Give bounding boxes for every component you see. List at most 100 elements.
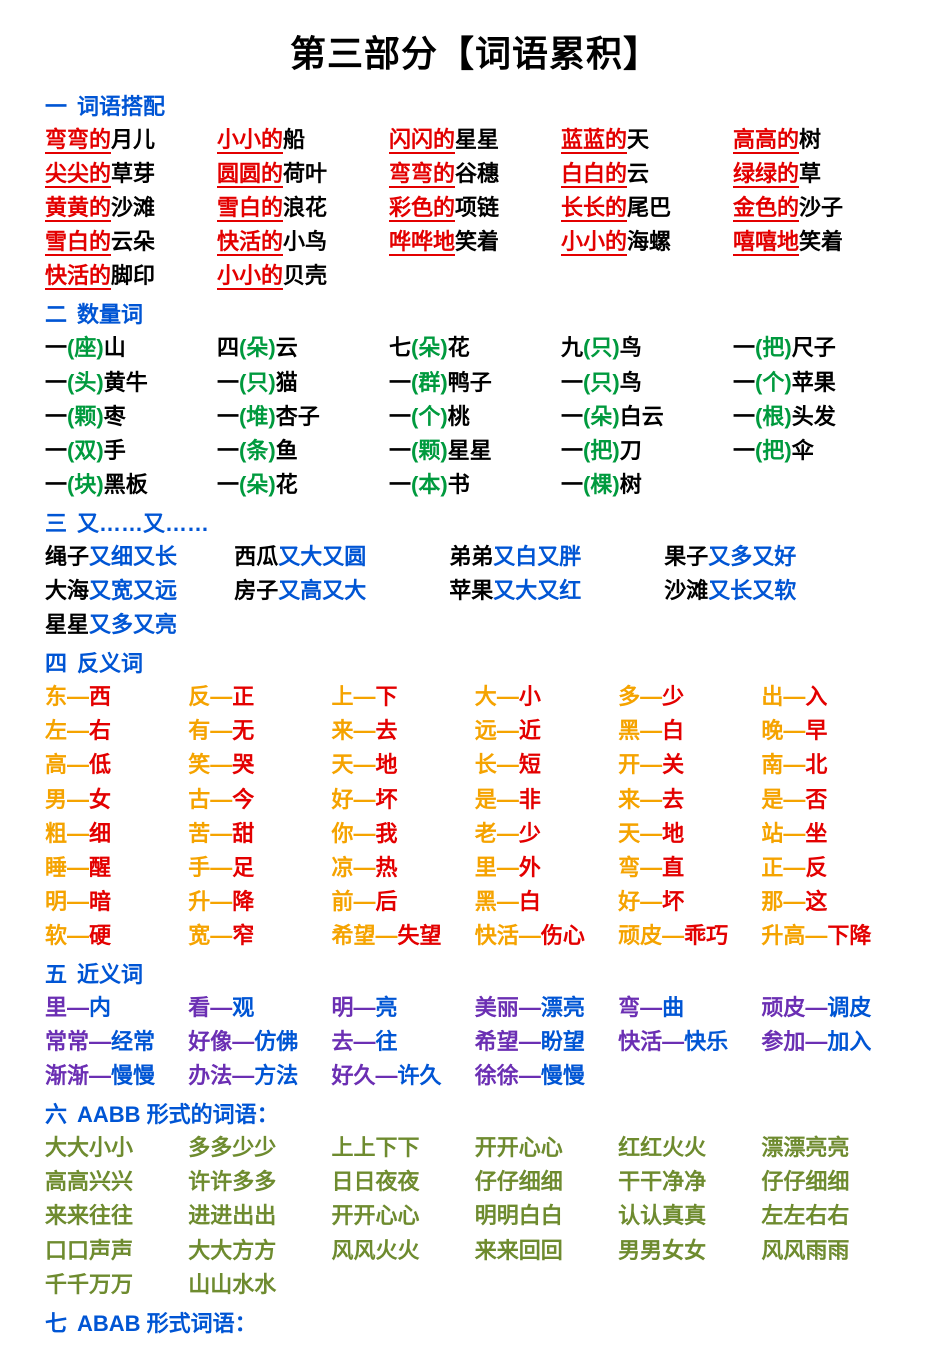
measure-noun: 鸭子 (448, 370, 492, 395)
aabb-cell: 高高兴兴 (45, 1165, 188, 1199)
synonym-cell: 弯—曲 (618, 991, 761, 1025)
measure-number: 一 (45, 335, 67, 360)
antonym-cell: 远—近 (475, 714, 618, 748)
synonym-a: 明 (332, 995, 354, 1020)
collocation-cell: 雪白的云朵 (45, 225, 217, 259)
dash: — (519, 995, 541, 1020)
dash: — (89, 1029, 111, 1054)
collocation-prefix: 蓝蓝的 (561, 127, 627, 154)
measure-word: 只 (246, 370, 268, 395)
section-5-body: 里—内看—观明—亮美丽—漂亮弯—曲顽皮—调皮常常—经常好像—仿佛去—往希望—盼望… (45, 991, 905, 1093)
measure-noun: 刀 (620, 438, 642, 463)
antonym-b: 降 (232, 889, 254, 914)
antonym-b: 甜 (232, 821, 254, 846)
synonym-a: 好久 (332, 1063, 376, 1088)
collocation-cell: 快活的小鸟 (217, 225, 389, 259)
antonym-cell: 好—坏 (618, 885, 761, 919)
collocation-suffix: 草芽 (111, 161, 155, 186)
antonym-cell: 前—后 (332, 885, 475, 919)
aabb-cell: 大大小小 (45, 1131, 188, 1165)
antonym-b: 热 (376, 855, 398, 880)
aabb-cell: 红红火火 (618, 1131, 761, 1165)
aabb-word: 山山水水 (188, 1272, 276, 1297)
collocation-suffix: 贝壳 (283, 263, 327, 288)
dash: — (783, 889, 805, 914)
synonym-a: 看 (188, 995, 210, 1020)
dash: — (354, 1029, 376, 1054)
aabb-row: 千千万万山山水水 (45, 1268, 905, 1302)
collocation-prefix: 雪白的 (45, 229, 111, 256)
section-title: 近义词 (77, 962, 143, 987)
you-you-cell (234, 608, 449, 642)
you-you-cell: 果子又多又好 (664, 540, 905, 574)
antonym-b: 关 (662, 752, 684, 777)
synonym-a: 希望 (475, 1029, 519, 1054)
aabb-word: 口口声声 (45, 1238, 133, 1263)
subject: 星星 (45, 612, 89, 637)
antonym-cell: 黑—白 (475, 885, 618, 919)
measure-word: 朵 (246, 472, 268, 497)
aabb-cell: 来来往往 (45, 1199, 188, 1233)
collocation-cell: 雪白的浪花 (217, 191, 389, 225)
section-num: 四 (45, 651, 67, 676)
synonym-b: 方法 (254, 1063, 298, 1088)
collocation-cell (733, 259, 905, 293)
dash: — (376, 923, 398, 948)
synonym-row: 常常—经常好像—仿佛去—往希望—盼望快活—快乐参加—加入 (45, 1025, 905, 1059)
measure-noun: 苹果 (792, 370, 836, 395)
dash: — (805, 995, 827, 1020)
antonym-b: 窄 (232, 923, 254, 948)
measure-noun: 桃 (448, 404, 470, 429)
aabb-row: 口口声声大大方方风风火火来来回回男男女女风风雨雨 (45, 1234, 905, 1268)
antonym-a: 升 (188, 889, 210, 914)
collocation-cell: 圆圆的荷叶 (217, 157, 389, 191)
synonym-a: 参加 (761, 1029, 805, 1054)
measure-noun: 云 (276, 335, 298, 360)
antonym-a: 出 (761, 684, 783, 709)
subject: 苹果 (449, 578, 493, 603)
collocation-suffix: 草 (799, 161, 821, 186)
antonym-b: 西 (89, 684, 111, 709)
measure-word: 朵 (418, 335, 440, 360)
paren-close: ) (96, 472, 103, 497)
collocation-prefix: 圆圆的 (217, 161, 283, 188)
collocation-suffix: 笑着 (799, 229, 843, 254)
section-num: 三 (45, 511, 67, 536)
you-you-cell: 绳子又细又长 (45, 540, 234, 574)
section-5-header: 五近义词 (45, 957, 905, 989)
measure-cell: 一(块)黑板 (45, 468, 217, 502)
antonym-a: 希望 (332, 923, 376, 948)
measure-cell: 一(群)鸭子 (389, 366, 561, 400)
dash: — (783, 684, 805, 709)
you-you-cell: 星星又多又亮 (45, 608, 234, 642)
dash: — (783, 718, 805, 743)
collocation-prefix: 弯弯的 (389, 161, 455, 188)
measure-word: 个 (762, 370, 784, 395)
antonym-b: 无 (232, 718, 254, 743)
measure-word: 头 (74, 370, 96, 395)
section-title: 数量词 (77, 302, 143, 327)
section-num: 六 (45, 1102, 67, 1127)
synonym-cell: 看—观 (188, 991, 331, 1025)
synonym-cell: 美丽—漂亮 (475, 991, 618, 1025)
dash: — (640, 718, 662, 743)
antonym-a: 晚 (761, 718, 783, 743)
antonym-b: 细 (89, 821, 111, 846)
aabb-cell (761, 1268, 904, 1302)
antonym-cell: 出—入 (761, 680, 904, 714)
synonym-a: 里 (45, 995, 67, 1020)
subject: 果子 (664, 544, 708, 569)
section-4-body: 东—西反—正上—下大—小多—少出—入左—右有—无来—去远—近黑—白晚—早高—低笑… (45, 680, 905, 953)
collocation-prefix: 小小的 (217, 263, 283, 290)
dash: — (354, 787, 376, 812)
dash: — (640, 821, 662, 846)
antonym-cell: 开—关 (618, 748, 761, 782)
antonym-a: 好 (332, 787, 354, 812)
measure-row: 一(块)黑板一(朵)花一(本)书一(棵)树 (45, 468, 905, 502)
antonym-cell: 晚—早 (761, 714, 904, 748)
section-title: ABAB 形式词语： (77, 1311, 257, 1336)
antonym-row: 明—暗升—降前—后黑—白好—坏那—这 (45, 885, 905, 919)
synonym-cell: 参加—加入 (761, 1025, 904, 1059)
synonym-b: 盼望 (541, 1029, 585, 1054)
section-6-header: 六AABB 形式的词语： (45, 1097, 905, 1129)
